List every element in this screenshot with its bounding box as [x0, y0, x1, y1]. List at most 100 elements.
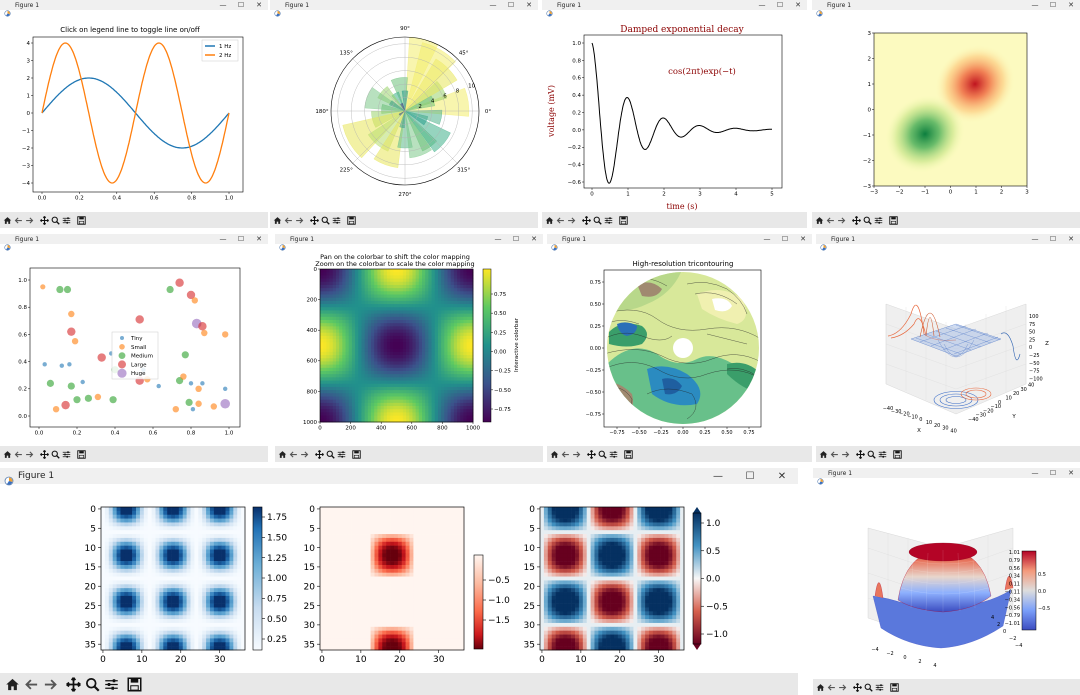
maximize-button[interactable]: ☐ — [507, 1, 515, 9]
close-button[interactable]: ✕ — [1068, 1, 1074, 9]
home-icon[interactable] — [272, 213, 283, 227]
configure-subplots-icon[interactable] — [877, 447, 888, 461]
configure-subplots-icon[interactable] — [874, 680, 885, 694]
home-icon[interactable] — [3, 674, 22, 694]
maximize-button[interactable]: ☐ — [745, 470, 755, 482]
home-icon[interactable] — [277, 447, 288, 461]
pan-icon[interactable] — [852, 680, 863, 694]
title-bar[interactable]: Figure 1 — ☐ ✕ — [816, 234, 1080, 251]
zoom-icon[interactable] — [83, 674, 102, 694]
minimize-button[interactable]: — — [219, 1, 227, 9]
back-icon[interactable] — [555, 213, 566, 227]
maximize-button[interactable]: ☐ — [237, 1, 245, 9]
back-icon[interactable] — [22, 674, 41, 694]
pan-icon[interactable] — [39, 447, 50, 461]
maximize-button[interactable]: ☐ — [1049, 469, 1057, 477]
home-icon[interactable] — [815, 680, 826, 694]
maximize-button[interactable]: ☐ — [512, 235, 520, 243]
maximize-button[interactable]: ☐ — [781, 235, 789, 243]
pan-icon[interactable] — [855, 447, 866, 461]
configure-subplots-icon[interactable] — [603, 213, 614, 227]
save-icon[interactable] — [76, 447, 87, 461]
back-icon[interactable] — [283, 213, 294, 227]
forward-icon[interactable] — [24, 447, 35, 461]
close-button[interactable]: ✕ — [795, 1, 801, 9]
forward-icon[interactable] — [837, 680, 848, 694]
home-icon[interactable] — [814, 213, 825, 227]
zoom-icon[interactable] — [320, 213, 331, 227]
minimize-button[interactable]: — — [758, 1, 766, 9]
close-button[interactable]: ✕ — [526, 1, 532, 9]
close-button[interactable]: ✕ — [777, 470, 787, 482]
close-button[interactable]: ✕ — [256, 1, 262, 9]
forward-icon[interactable] — [571, 447, 582, 461]
title-bar[interactable]: Figure 1 — ☐ ✕ — [0, 234, 268, 251]
save-icon[interactable] — [888, 213, 899, 227]
forward-icon[interactable] — [840, 447, 851, 461]
close-button[interactable]: ✕ — [1068, 469, 1074, 477]
save-icon[interactable] — [346, 213, 357, 227]
forward-icon[interactable] — [41, 674, 60, 694]
close-button[interactable]: ✕ — [256, 235, 262, 243]
pan-icon[interactable] — [309, 213, 320, 227]
interactive-colorbar[interactable] — [482, 268, 492, 423]
zoom-icon[interactable] — [592, 213, 603, 227]
minimize-button[interactable]: — — [489, 1, 497, 9]
configure-subplots-icon[interactable] — [61, 213, 72, 227]
forward-icon[interactable] — [294, 213, 305, 227]
pan-icon[interactable] — [586, 447, 597, 461]
home-icon[interactable] — [2, 213, 13, 227]
minimize-button[interactable]: — — [763, 235, 771, 243]
title-bar[interactable]: Figure 1 — ☐ ✕ — [0, 468, 798, 486]
configure-subplots-icon[interactable] — [873, 213, 884, 227]
zoom-icon[interactable] — [50, 447, 61, 461]
zoom-icon[interactable] — [50, 213, 61, 227]
title-bar[interactable]: Figure 1 — ☐ ✕ — [542, 0, 807, 17]
configure-subplots-icon[interactable] — [608, 447, 619, 461]
save-icon[interactable] — [623, 447, 634, 461]
home-icon[interactable] — [544, 213, 555, 227]
back-icon[interactable] — [13, 447, 24, 461]
maximize-button[interactable]: ☐ — [1049, 1, 1057, 9]
minimize-button[interactable]: — — [494, 235, 502, 243]
zoom-icon[interactable] — [863, 680, 874, 694]
back-icon[interactable] — [560, 447, 571, 461]
back-icon[interactable] — [825, 213, 836, 227]
zoom-icon[interactable] — [862, 213, 873, 227]
save-icon[interactable] — [125, 674, 144, 694]
forward-icon[interactable] — [24, 213, 35, 227]
back-icon[interactable] — [288, 447, 299, 461]
pan-icon[interactable] — [39, 213, 50, 227]
title-bar[interactable]: Figure 1 — ☐ ✕ — [812, 0, 1080, 17]
close-button[interactable]: ✕ — [1068, 235, 1074, 243]
configure-subplots-icon[interactable] — [61, 447, 72, 461]
minimize-button[interactable]: — — [1031, 235, 1039, 243]
back-icon[interactable] — [826, 680, 837, 694]
pan-icon[interactable] — [64, 674, 83, 694]
configure-subplots-icon[interactable] — [331, 213, 342, 227]
configure-subplots-icon[interactable] — [102, 674, 121, 694]
close-button[interactable]: ✕ — [531, 235, 537, 243]
title-bar[interactable]: Figure 1 — ☐ ✕ — [270, 0, 538, 17]
maximize-button[interactable]: ☐ — [1049, 235, 1057, 243]
forward-icon[interactable] — [299, 447, 310, 461]
close-button[interactable]: ✕ — [800, 235, 806, 243]
maximize-button[interactable]: ☐ — [776, 1, 784, 9]
title-bar[interactable]: Figure 1 — ☐ ✕ — [547, 234, 812, 251]
minimize-button[interactable]: — — [1031, 469, 1039, 477]
back-icon[interactable] — [13, 213, 24, 227]
save-icon[interactable] — [618, 213, 629, 227]
title-bar[interactable]: Figure 1 — ☐ ✕ — [0, 0, 268, 17]
configure-subplots-icon[interactable] — [336, 447, 347, 461]
zoom-icon[interactable] — [597, 447, 608, 461]
save-icon[interactable] — [351, 447, 362, 461]
forward-icon[interactable] — [836, 213, 847, 227]
save-icon[interactable] — [76, 213, 87, 227]
pan-icon[interactable] — [851, 213, 862, 227]
save-icon[interactable] — [892, 447, 903, 461]
home-icon[interactable] — [2, 447, 13, 461]
pan-icon[interactable] — [581, 213, 592, 227]
back-icon[interactable] — [829, 447, 840, 461]
save-icon[interactable] — [889, 680, 900, 694]
forward-icon[interactable] — [566, 213, 577, 227]
